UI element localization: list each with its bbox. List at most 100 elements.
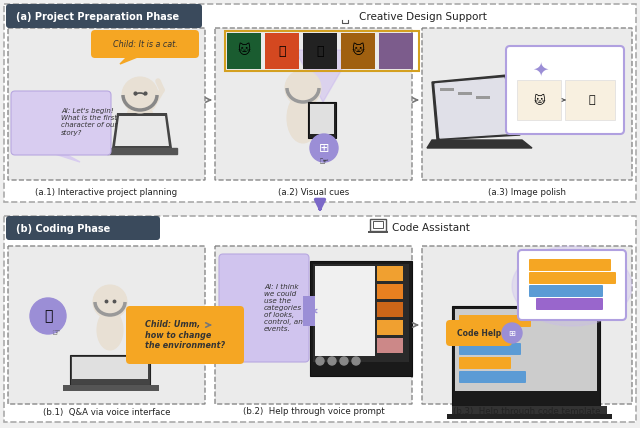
- FancyBboxPatch shape: [91, 30, 199, 58]
- Bar: [70, 355, 150, 385]
- Bar: [310, 104, 334, 134]
- FancyBboxPatch shape: [8, 246, 205, 404]
- FancyBboxPatch shape: [459, 371, 526, 383]
- Bar: [72, 357, 148, 379]
- Text: (b.1)  Q&A via voice interface: (b.1) Q&A via voice interface: [43, 407, 170, 416]
- Polygon shape: [435, 78, 516, 138]
- Circle shape: [340, 357, 348, 365]
- Polygon shape: [432, 75, 520, 140]
- Text: ☞: ☞: [52, 328, 60, 338]
- Bar: [303, 296, 315, 326]
- Text: Code Help: Code Help: [457, 329, 501, 338]
- Text: (a.2) Visual cues: (a.2) Visual cues: [278, 187, 349, 196]
- Bar: [452, 406, 607, 414]
- FancyBboxPatch shape: [529, 272, 616, 284]
- Bar: [313, 264, 409, 362]
- Text: Child: It is a cat.: Child: It is a cat.: [113, 39, 177, 48]
- Bar: [265, 33, 299, 69]
- FancyBboxPatch shape: [6, 4, 202, 28]
- Circle shape: [310, 134, 338, 162]
- Bar: [310, 261, 412, 376]
- Text: Creative Design Support: Creative Design Support: [359, 12, 487, 21]
- Text: ⊞: ⊞: [509, 329, 515, 338]
- Text: ☞: ☞: [319, 157, 329, 167]
- Text: 🐱: 🐱: [351, 45, 365, 57]
- Text: 🐱: 🐱: [237, 45, 250, 57]
- FancyBboxPatch shape: [422, 28, 632, 180]
- Circle shape: [328, 357, 336, 365]
- Bar: [341, 33, 375, 69]
- Bar: [455, 309, 597, 391]
- Bar: [308, 102, 336, 138]
- FancyBboxPatch shape: [8, 28, 205, 180]
- Ellipse shape: [287, 93, 319, 143]
- Bar: [373, 221, 383, 228]
- FancyBboxPatch shape: [459, 329, 516, 341]
- Bar: [452, 306, 600, 406]
- Text: (b) Coding Phase: (b) Coding Phase: [16, 223, 110, 234]
- FancyBboxPatch shape: [459, 315, 531, 327]
- FancyBboxPatch shape: [446, 320, 512, 346]
- Polygon shape: [427, 140, 532, 148]
- Text: AI: Let's begin!
What is the first
character of our
story?: AI: Let's begin! What is the first chara…: [61, 108, 117, 136]
- Bar: [377, 320, 403, 335]
- Text: Child: Umm,
how to change
the environment?: Child: Umm, how to change the environmen…: [145, 320, 225, 350]
- Circle shape: [122, 77, 158, 113]
- Text: Code Assistant: Code Assistant: [392, 223, 470, 233]
- Bar: [227, 33, 261, 69]
- FancyBboxPatch shape: [215, 28, 412, 180]
- Text: 🎤: 🎤: [44, 309, 52, 323]
- Polygon shape: [112, 113, 172, 148]
- FancyBboxPatch shape: [215, 246, 412, 404]
- FancyBboxPatch shape: [536, 298, 603, 310]
- Ellipse shape: [512, 246, 632, 326]
- Bar: [377, 302, 403, 317]
- Polygon shape: [295, 50, 353, 102]
- Bar: [63, 385, 159, 391]
- FancyBboxPatch shape: [422, 246, 632, 404]
- Text: 🐱: 🐱: [533, 95, 545, 105]
- Bar: [517, 80, 561, 120]
- Text: 🦊: 🦊: [278, 45, 285, 57]
- FancyBboxPatch shape: [529, 259, 611, 271]
- FancyBboxPatch shape: [11, 91, 111, 155]
- FancyBboxPatch shape: [459, 343, 521, 355]
- Text: (b.2)  Help through voice prompt: (b.2) Help through voice prompt: [243, 407, 385, 416]
- Bar: [370, 219, 386, 231]
- Bar: [440, 88, 454, 91]
- FancyBboxPatch shape: [4, 4, 636, 202]
- FancyBboxPatch shape: [4, 216, 636, 422]
- FancyBboxPatch shape: [6, 216, 160, 240]
- Bar: [225, 31, 419, 71]
- Bar: [377, 284, 403, 299]
- Bar: [368, 231, 388, 233]
- FancyBboxPatch shape: [518, 250, 626, 320]
- Polygon shape: [55, 151, 80, 162]
- Circle shape: [285, 70, 321, 106]
- Bar: [379, 33, 413, 69]
- Circle shape: [93, 285, 127, 319]
- Text: (a.3) Image polish: (a.3) Image polish: [488, 187, 566, 196]
- FancyBboxPatch shape: [126, 306, 244, 364]
- Polygon shape: [115, 116, 169, 146]
- Bar: [303, 33, 337, 69]
- Polygon shape: [132, 336, 150, 348]
- Text: 🧙: 🧙: [316, 45, 324, 57]
- Bar: [458, 92, 472, 95]
- Bar: [107, 148, 177, 154]
- FancyBboxPatch shape: [506, 46, 624, 134]
- Bar: [377, 338, 403, 353]
- Circle shape: [502, 323, 522, 343]
- Bar: [447, 414, 612, 419]
- Bar: [377, 266, 403, 281]
- Polygon shape: [120, 54, 140, 64]
- Text: ⊞: ⊞: [319, 142, 329, 155]
- Text: ✦: ✦: [532, 60, 548, 80]
- Text: (a) Project Preparation Phase: (a) Project Preparation Phase: [16, 12, 179, 21]
- Circle shape: [352, 357, 360, 365]
- Bar: [476, 96, 490, 99]
- Circle shape: [30, 298, 66, 334]
- Text: AI: I think
we could
use the
categories
of looks,
control, and
events.: AI: I think we could use the categories …: [264, 284, 307, 332]
- Ellipse shape: [126, 102, 154, 140]
- Bar: [315, 266, 375, 356]
